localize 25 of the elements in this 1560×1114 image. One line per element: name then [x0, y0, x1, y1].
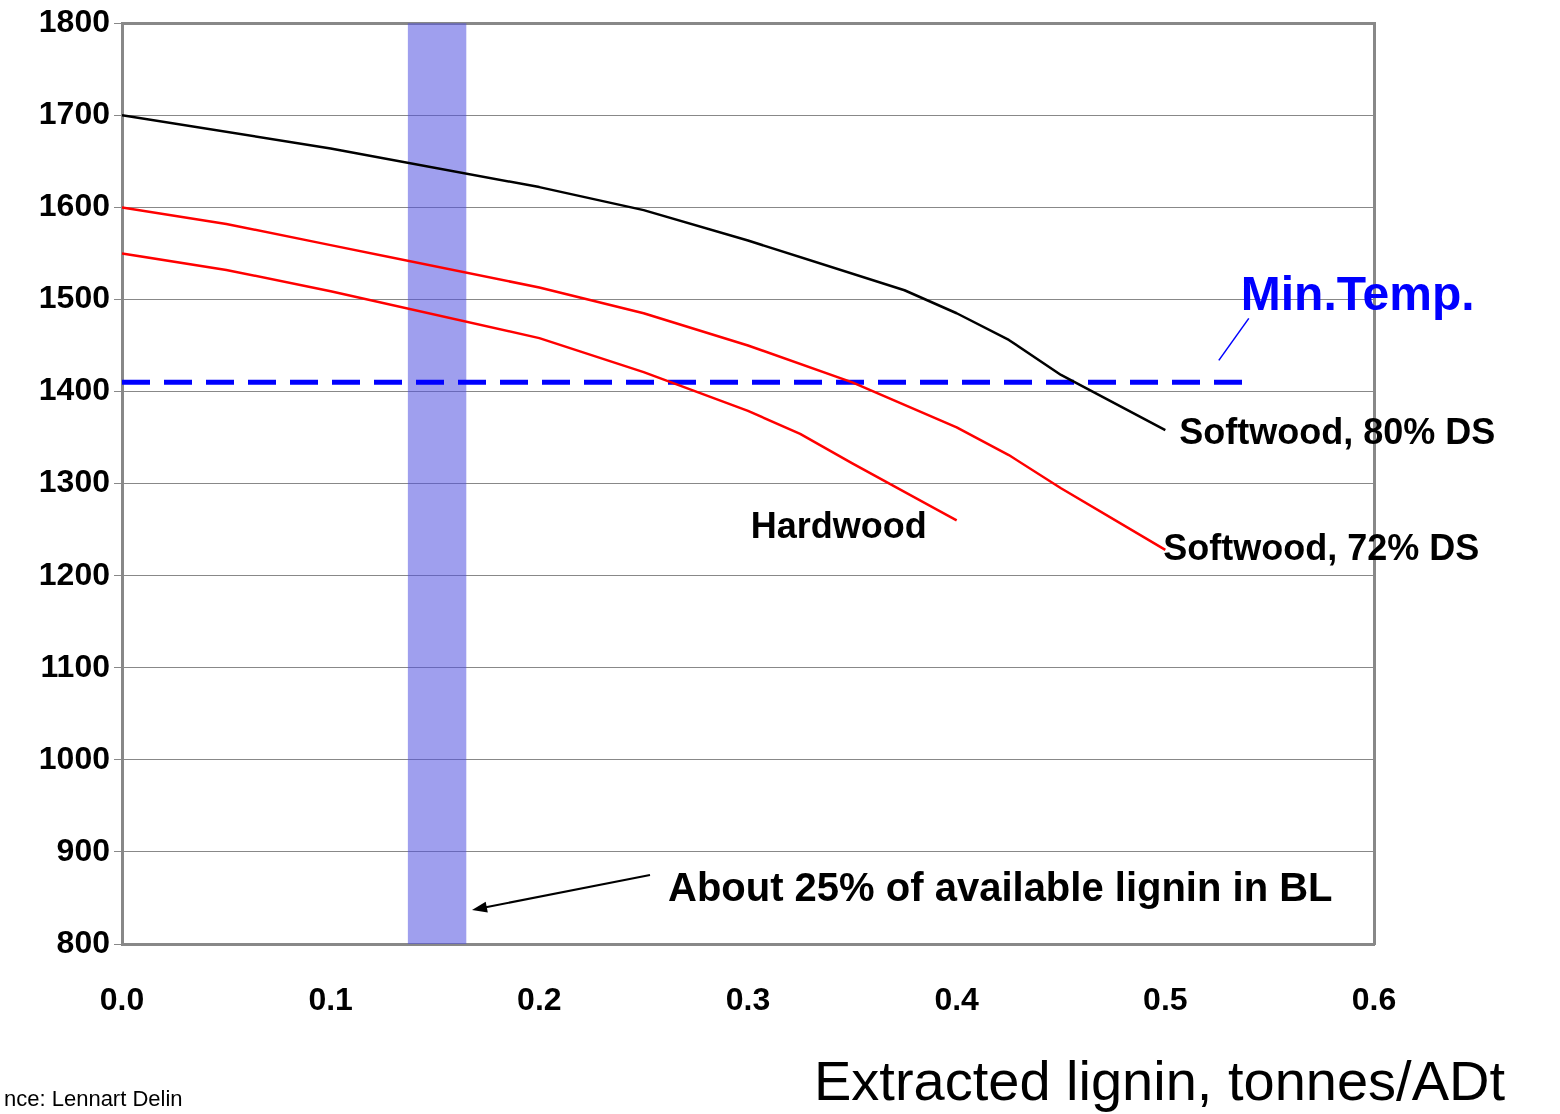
y-tick-label: 1300	[38, 463, 110, 500]
ref-line-label: Min.Temp.	[1240, 266, 1475, 320]
series-label: Hardwood	[750, 505, 927, 547]
text: nce: Lennart Delin	[4, 1086, 183, 1111]
series-label: Softwood, 72% DS	[1163, 526, 1480, 568]
y-tick-label: 800	[56, 923, 110, 960]
y-tick-label: 1700	[38, 95, 110, 132]
y-tick-label: 1500	[38, 279, 110, 316]
x-tick-label: 0.6	[1351, 981, 1397, 1018]
x-tick-label: 0.0	[99, 981, 145, 1018]
y-tick-label: 1800	[38, 3, 110, 40]
y-tick-label: 1100	[40, 647, 110, 684]
y-tick-label: 1000	[38, 739, 110, 776]
x-tick-label: 0.4	[934, 981, 980, 1018]
y-tick-label: 900	[56, 831, 110, 868]
y-tick-label: 1600	[38, 187, 110, 224]
series-label: Softwood, 80% DS	[1179, 411, 1496, 453]
x-axis-title: Extracted lignin, tonnes/ADt	[813, 1049, 1506, 1112]
y-tick-label: 1200	[38, 555, 110, 592]
y-tick-label: 1400	[38, 371, 110, 408]
annotation: About 25% of available lignin in BL	[668, 865, 1333, 910]
x-tick-label: 0.3	[725, 981, 771, 1018]
x-tick-label: 0.1	[308, 981, 353, 1018]
x-tick-label: 0.2	[517, 981, 562, 1018]
x-tick-label: 0.5	[1143, 981, 1188, 1018]
